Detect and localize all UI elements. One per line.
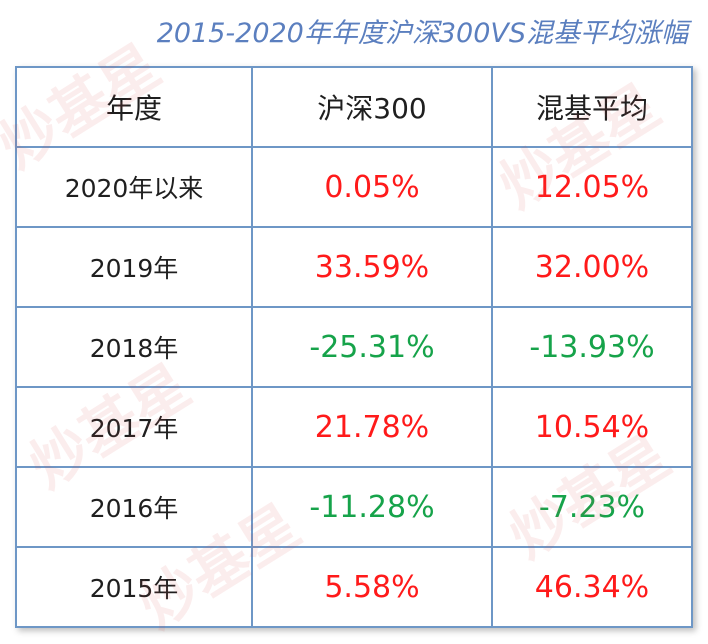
table-row: 2018年 -25.31% -13.93% [15,306,693,388]
header-hs300: 沪深300 [251,66,493,148]
cell-mixed-fund-avg: 10.54% [491,386,693,468]
cell-mixed-fund-avg: -13.93% [491,306,693,388]
cell-hs300: -11.28% [251,466,493,548]
table-row: 2017年 21.78% 10.54% [15,386,693,468]
cell-mixed-fund-avg: 46.34% [491,546,693,628]
table-header-row: 年度 沪深300 混基平均 [15,66,693,148]
header-mixed-fund-avg: 混基平均 [491,66,693,148]
cell-hs300: 0.05% [251,146,493,228]
cell-year: 2019年 [15,226,253,308]
cell-year: 2020年以来 [15,146,253,228]
cell-mixed-fund-avg: 32.00% [491,226,693,308]
cell-mixed-fund-avg: -7.23% [491,466,693,548]
table-row: 2019年 33.59% 32.00% [15,226,693,308]
table-row: 2020年以来 0.05% 12.05% [15,146,693,228]
cell-hs300: -25.31% [251,306,493,388]
table-row: 2015年 5.58% 46.34% [15,546,693,628]
header-year: 年度 [15,66,253,148]
cell-mixed-fund-avg: 12.05% [491,146,693,228]
cell-year: 2017年 [15,386,253,468]
cell-year: 2015年 [15,546,253,628]
cell-hs300: 21.78% [251,386,493,468]
table-row: 2016年 -11.28% -7.23% [15,466,693,548]
cell-hs300: 33.59% [251,226,493,308]
cell-year: 2016年 [15,466,253,548]
page-title: 2015-2020年年度沪深300VS混基平均涨幅 [156,17,688,49]
cell-year: 2018年 [15,306,253,388]
cell-hs300: 5.58% [251,546,493,628]
returns-table: 年度 沪深300 混基平均 2020年以来 0.05% 12.05% 2019年 33.… [15,66,693,628]
